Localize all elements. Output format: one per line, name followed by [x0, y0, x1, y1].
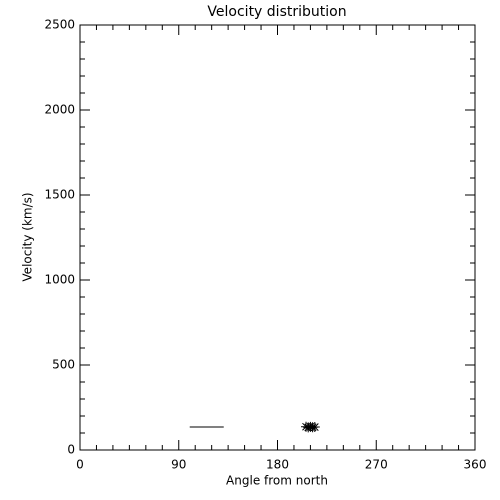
x-tick-label: 90 — [171, 458, 186, 472]
y-axis-label: Velocity (km/s) — [21, 192, 35, 281]
y-tick-label: 1500 — [44, 188, 75, 202]
x-axis-label: Angle from north — [226, 474, 328, 488]
y-tick-label: 2000 — [44, 103, 75, 117]
asterisk-point — [309, 422, 320, 433]
y-tick-label: 2500 — [44, 18, 75, 32]
x-tick-label: 180 — [266, 458, 289, 472]
y-tick-label: 0 — [67, 443, 75, 457]
chart-title: Velocity distribution — [207, 4, 346, 20]
x-tick-label: 360 — [464, 458, 487, 472]
y-tick-label: 500 — [52, 358, 75, 372]
x-tick-label: 0 — [76, 458, 84, 472]
x-tick-label: 270 — [365, 458, 388, 472]
y-tick-label: 1000 — [44, 273, 75, 287]
